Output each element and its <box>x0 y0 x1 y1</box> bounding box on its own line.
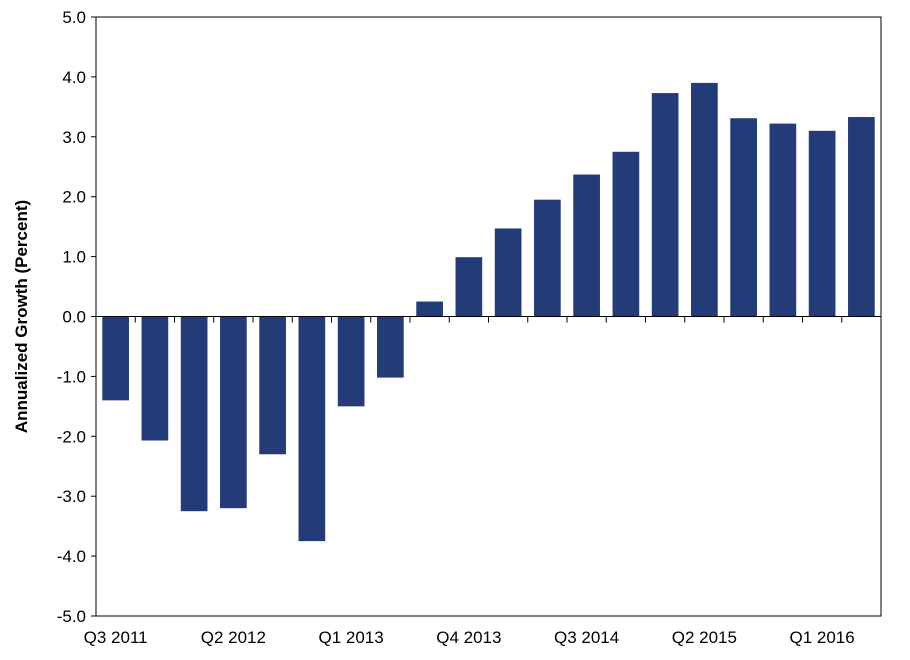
y-tick-label: -4.0 <box>57 547 86 566</box>
y-tick-label: 1.0 <box>62 248 86 267</box>
bar-q1-2013 <box>337 316 365 407</box>
y-tick-label: 0.0 <box>62 308 86 327</box>
y-axis: 5.0 4.0 3.0 2.0 1.0 0.0 -1.0 -2.0 -3.0 -4.0 -5.0 <box>57 8 96 626</box>
x-tick-label: Q4 2013 <box>436 628 501 647</box>
y-tick-label: 5.0 <box>62 8 86 27</box>
bar-q1-2015 <box>651 93 679 317</box>
y-tick-label: 2.0 <box>62 188 86 207</box>
bar-q4-2014 <box>612 151 640 317</box>
bar-q2-2016 <box>848 117 875 317</box>
bar-q2-2015 <box>691 82 718 317</box>
x-tick-label: Q1 2013 <box>319 628 384 647</box>
bar-q4-2012 <box>298 316 326 542</box>
bar-series <box>102 82 875 542</box>
y-tick-label: -5.0 <box>57 607 86 626</box>
bar-q4-2015 <box>769 123 797 317</box>
y-tick-label: -1.0 <box>57 367 86 386</box>
bar-q3-2015 <box>730 118 757 317</box>
bar-q3-2011 <box>102 316 129 401</box>
bar-q1-2014 <box>494 228 522 317</box>
bar-q1-2016 <box>808 130 836 317</box>
y-tick-label: -3.0 <box>57 487 86 506</box>
bar-q1-2012 <box>180 316 208 512</box>
bar-q3-2012 <box>259 316 286 455</box>
bar-q2-2014 <box>534 199 561 317</box>
bar-q4-2011 <box>141 316 169 441</box>
y-tick-label: 3.0 <box>62 128 86 147</box>
x-tick-label: Q1 2016 <box>790 628 855 647</box>
x-tick-label: Q2 2015 <box>672 628 737 647</box>
bar-q2-2012 <box>220 316 247 509</box>
zero-axis <box>95 316 882 323</box>
y-tick-label: 4.0 <box>62 68 86 87</box>
x-tick-label: Q3 2011 <box>84 628 148 647</box>
bar-q4-2013 <box>455 257 483 317</box>
y-tick-label: -2.0 <box>57 427 86 446</box>
x-tick-label: Q2 2012 <box>201 628 266 647</box>
x-axis: Q3 2011 Q2 2012 Q1 2013 Q4 2013 Q3 2014 Q2 20… <box>84 628 855 647</box>
bar-q2-2013 <box>377 316 404 378</box>
bar-q3-2013 <box>416 301 443 317</box>
y-axis-title: Annualized Growth (Percent) <box>12 200 31 433</box>
x-tick-label: Q3 2014 <box>554 628 619 647</box>
bar-q3-2014 <box>573 174 600 317</box>
